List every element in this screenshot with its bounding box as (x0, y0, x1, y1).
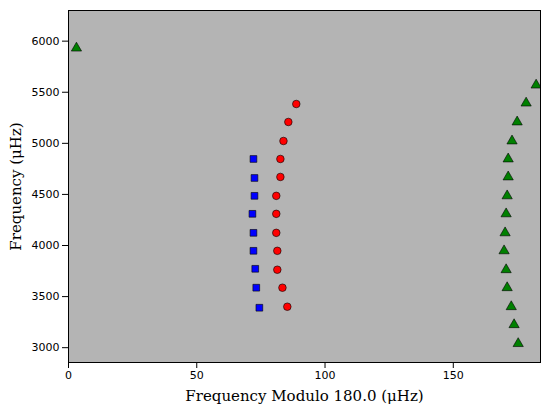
svg-text:Frequency (μHz): Frequency (μHz) (7, 122, 25, 250)
svg-text:4000: 4000 (32, 239, 60, 252)
svg-text:150: 150 (443, 369, 464, 382)
svg-text:0: 0 (65, 369, 72, 382)
svg-text:5000: 5000 (32, 137, 60, 150)
svg-text:3000: 3000 (32, 341, 60, 354)
svg-text:6000: 6000 (32, 35, 60, 48)
svg-text:Frequency Modulo 180.0 (μHz): Frequency Modulo 180.0 (μHz) (185, 387, 423, 405)
svg-text:5500: 5500 (32, 86, 60, 99)
svg-text:4500: 4500 (32, 188, 60, 201)
svg-text:100: 100 (315, 369, 336, 382)
svg-text:3500: 3500 (32, 290, 60, 303)
svg-text:50: 50 (190, 369, 204, 382)
